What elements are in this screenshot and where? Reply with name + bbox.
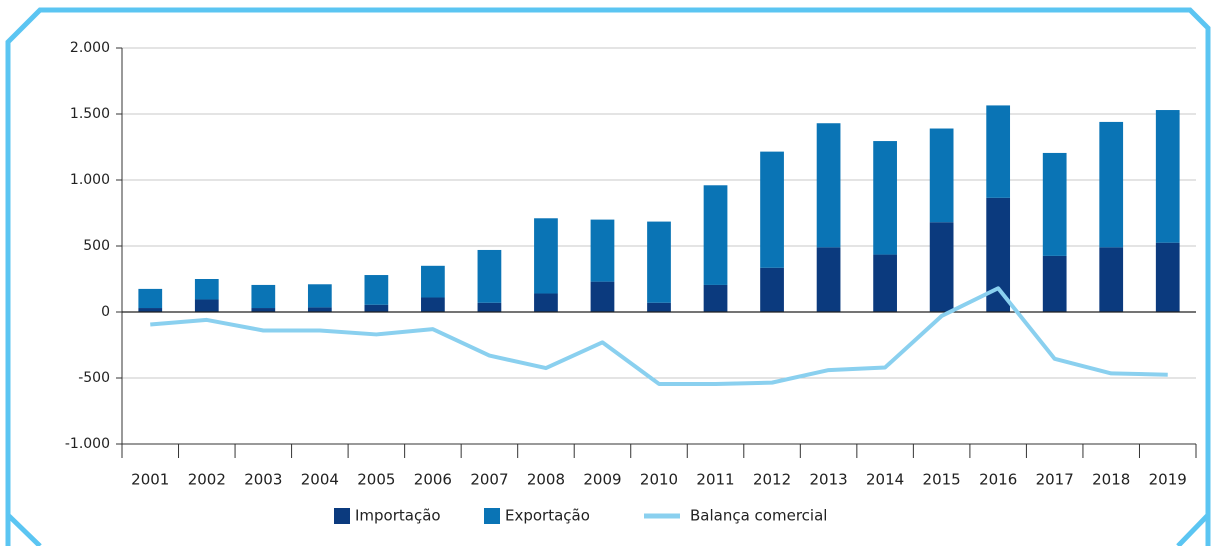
bar [194, 299, 219, 312]
bar [307, 307, 332, 312]
x-tick-label: 2005 [357, 471, 395, 489]
bar [421, 297, 445, 312]
bar [873, 141, 897, 255]
bar [138, 308, 163, 312]
bar [1155, 110, 1180, 243]
bar [477, 302, 502, 312]
bar [251, 284, 276, 309]
y-tick-label: 2.000 [70, 40, 110, 56]
y-tick-label: 1.000 [70, 172, 110, 188]
line [150, 286, 1168, 386]
bar [1042, 152, 1067, 256]
legend-label: Balança comercial [690, 507, 827, 525]
y-tick-label: 0 [101, 304, 110, 320]
bar [138, 288, 163, 309]
bar [534, 293, 558, 312]
bar [647, 221, 671, 303]
bar [364, 304, 389, 312]
x-tick-label: 2017 [1036, 471, 1074, 489]
bar [647, 302, 671, 312]
bar [816, 247, 841, 312]
x-tick-label: 2012 [753, 471, 791, 489]
x-tick-label: 2019 [1149, 471, 1187, 489]
bar [364, 275, 389, 305]
bar [590, 281, 615, 312]
bar [194, 279, 219, 300]
frame-corner [1176, 513, 1210, 546]
x-tick-label: 2014 [866, 471, 904, 489]
bar [251, 308, 276, 312]
bar [760, 151, 784, 268]
bar [1099, 121, 1124, 248]
x-tick-label: 2007 [470, 471, 508, 489]
x-tick-label: 2006 [414, 471, 452, 489]
x-tick-label: 2015 [923, 471, 961, 489]
x-tick-label: 2003 [244, 471, 282, 489]
bar [1099, 247, 1124, 312]
frame [5, 7, 1211, 546]
x-tick-label: 2013 [809, 471, 847, 489]
x-tick-label: 2001 [131, 471, 169, 489]
bar [986, 105, 1011, 198]
legend-label: Importação [355, 507, 441, 525]
legend-label: Exportação [505, 507, 590, 525]
bar [590, 219, 615, 282]
x-tick-label: 2011 [696, 471, 734, 489]
y-tick-label: 1.500 [70, 106, 110, 122]
bar [534, 218, 558, 294]
bar [1042, 255, 1067, 312]
x-tick-label: 2008 [527, 471, 565, 489]
bar [929, 222, 954, 312]
y-tick-label: 500 [83, 238, 110, 254]
bar [929, 128, 954, 223]
bar [421, 265, 445, 298]
bar [703, 185, 728, 285]
bar [477, 249, 502, 303]
frame-corner [6, 513, 42, 546]
bar [307, 284, 332, 308]
legend-swatch [484, 508, 500, 524]
bar [1155, 242, 1180, 312]
bar [816, 123, 841, 248]
bar [703, 284, 728, 312]
x-tick-label: 2010 [640, 471, 678, 489]
bar [873, 254, 897, 312]
x-tick-label: 2004 [301, 471, 339, 489]
y-tick-label: -500 [78, 370, 110, 386]
bar [986, 197, 1011, 312]
y-tick-label: -1.000 [65, 436, 110, 452]
x-tick-label: 2018 [1092, 471, 1130, 489]
x-tick-label: 2016 [979, 471, 1017, 489]
x-tick-label: 2002 [188, 471, 226, 489]
bar [760, 267, 784, 312]
x-tick-label: 2009 [583, 471, 621, 489]
legend-swatch [334, 508, 350, 524]
